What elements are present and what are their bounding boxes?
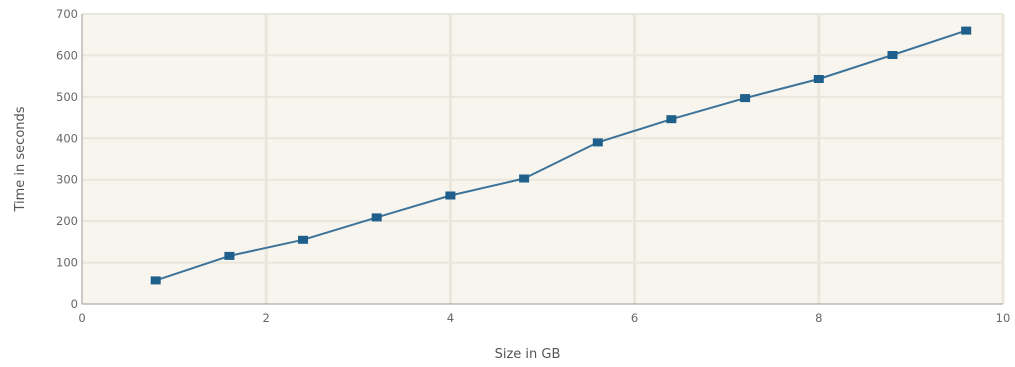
data-point [961,26,972,35]
series-line [155,29,967,282]
x-tick-label: 10 [996,311,1011,325]
x-tick-label: 6 [631,311,638,325]
data-point [666,115,677,124]
data-point [887,51,898,59]
x-tick-label: 0 [78,311,85,325]
y-tick-label: 600 [56,48,78,62]
data-point [740,94,751,103]
y-tick-label: 300 [56,173,78,187]
x-tick-label: 2 [263,311,270,325]
data-point [445,191,456,200]
y-tick-labels: 0 100 200 300 400 500 600 700 [56,7,78,311]
axes [81,14,1003,305]
x-axis-title: Size in GB [495,347,561,362]
data-point [813,75,824,83]
data-point [519,174,530,183]
y-tick-label: 100 [56,256,78,270]
data-point [298,235,308,244]
x-tick-labels: 0 2 4 6 8 10 [78,311,1010,325]
plot-background [82,14,1003,304]
y-tick-label: 500 [56,90,78,104]
y-tick-label: 0 [71,297,78,311]
x-tick-label: 8 [815,311,822,325]
data-point [224,251,235,260]
data-point [592,138,603,147]
data-point [371,213,382,222]
y-tick-label: 700 [56,7,78,21]
series-group [150,26,972,285]
x-tick-label: 4 [447,311,454,325]
y-tick-label: 200 [56,214,78,228]
data-point [150,276,161,285]
y-axis-title: Time in seconds [13,106,28,212]
y-tick-label: 400 [56,131,78,145]
grid-lines [82,13,1005,304]
